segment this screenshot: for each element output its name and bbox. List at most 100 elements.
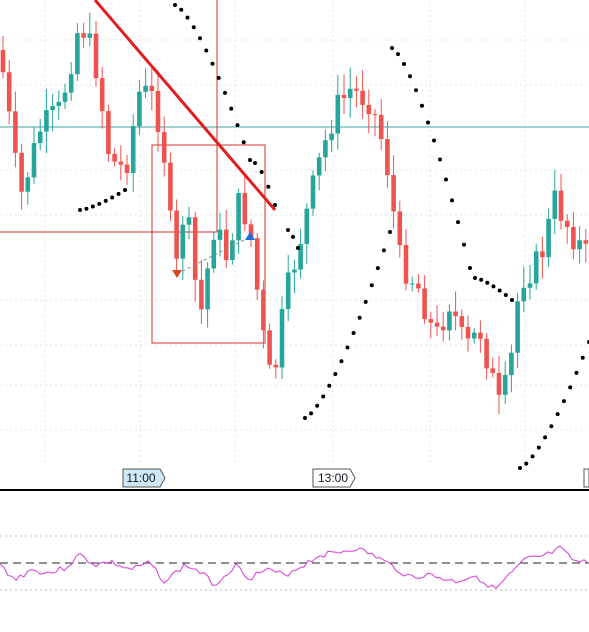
sar-dot — [369, 283, 374, 288]
sell-arrow — [172, 270, 182, 278]
candle-body — [223, 229, 229, 261]
buy-arrow — [245, 232, 255, 240]
sar-dot — [375, 266, 380, 271]
candle-body — [205, 268, 210, 310]
candle-body — [267, 330, 272, 365]
candle-body — [385, 138, 390, 176]
trade-link — [176, 236, 251, 275]
candle-body — [99, 78, 105, 112]
candle-body — [304, 208, 310, 245]
candle-body — [161, 132, 167, 163]
sar-dot — [468, 266, 472, 270]
candle-body — [440, 326, 446, 331]
candle-body — [143, 85, 148, 92]
sar-dot — [309, 411, 314, 416]
sar-dot — [179, 7, 184, 12]
time-label-box — [122, 468, 166, 488]
candle-body — [564, 220, 570, 227]
sar-dot — [462, 242, 466, 247]
candle-body — [106, 111, 111, 154]
candle-body — [453, 311, 458, 317]
candle-body — [354, 88, 359, 91]
sar-dot — [524, 461, 529, 466]
sar-dot — [408, 74, 412, 79]
candle-body — [44, 110, 49, 132]
sar-dot — [363, 299, 368, 304]
candle-body — [236, 193, 241, 241]
candle-body — [93, 33, 99, 79]
candle-body — [248, 224, 254, 239]
candle-body — [323, 140, 328, 158]
sar-dot — [116, 191, 121, 196]
candle-body — [230, 240, 235, 261]
sar-dot — [438, 157, 442, 162]
candle-body — [118, 161, 124, 165]
sar-dot — [229, 106, 234, 111]
sar-dot — [241, 140, 246, 145]
candle-body — [571, 226, 576, 250]
candle-body — [515, 301, 520, 353]
time-label-box — [312, 468, 356, 488]
candle-body — [347, 88, 353, 98]
sar-dot — [414, 88, 418, 93]
sar-dot — [103, 198, 108, 203]
candle-body — [0, 50, 6, 73]
sar-dot — [503, 293, 508, 298]
candle-body — [471, 332, 477, 339]
sar-dot — [204, 48, 209, 53]
sar-dot — [248, 158, 252, 162]
candle-body — [496, 372, 502, 395]
candle-body — [56, 101, 62, 107]
candle-body — [490, 368, 496, 373]
sar-dot — [198, 36, 202, 41]
candle-body — [509, 352, 514, 376]
sar-dot — [210, 61, 215, 66]
sar-dot — [444, 177, 448, 182]
sar-dot — [530, 454, 535, 459]
candle-body — [180, 224, 186, 259]
sar-dot — [90, 204, 95, 209]
candle-body — [335, 94, 341, 134]
candle-body — [521, 287, 527, 302]
sar-dot — [173, 3, 177, 7]
sar-dot — [266, 184, 271, 189]
sar-dot — [327, 383, 332, 388]
sar-dot — [473, 276, 477, 280]
candle-body — [279, 309, 285, 368]
selection-box — [151, 144, 266, 344]
candle-body — [366, 104, 372, 115]
sar-dot — [78, 208, 82, 212]
sar-dot — [345, 345, 350, 350]
candle-body — [329, 133, 334, 141]
candle-body — [25, 177, 31, 192]
candle-body — [254, 238, 260, 290]
candle-body — [186, 217, 192, 225]
sar-dot — [110, 195, 115, 200]
time-axis: 11:00 13:00 — [122, 468, 589, 488]
candle-body — [261, 289, 266, 331]
candle-body — [397, 211, 403, 246]
sar-dot — [321, 394, 326, 399]
candle-body — [341, 94, 347, 98]
sar-dot — [351, 331, 356, 336]
sar-dot — [450, 198, 454, 203]
candle-body — [174, 210, 179, 259]
candle-body — [50, 106, 55, 111]
candle-body — [112, 153, 117, 162]
sar-dot — [286, 228, 290, 232]
sar-dot — [339, 359, 344, 364]
sar-dot — [291, 234, 295, 239]
sar-dot — [396, 52, 400, 57]
sar-dot — [315, 403, 320, 408]
candle-body — [298, 244, 303, 270]
sar-dot — [574, 370, 579, 375]
time-label: 11:00 — [126, 471, 155, 485]
sar-dot — [479, 277, 484, 282]
candle-body — [155, 90, 161, 133]
sar-dot — [390, 46, 394, 50]
candle-body — [124, 164, 130, 173]
candle-body — [465, 326, 471, 339]
candle-body — [540, 251, 545, 258]
candle-body — [372, 114, 378, 116]
